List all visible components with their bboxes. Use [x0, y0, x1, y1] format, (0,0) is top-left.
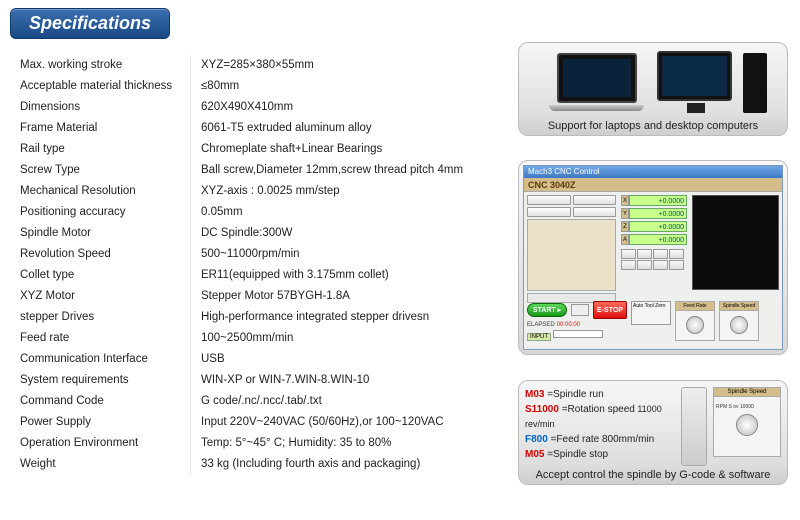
spec-row: Collet typeER11(equipped with 3.175mm co… — [20, 265, 495, 286]
jog-button[interactable] — [637, 249, 652, 259]
spec-label: Mechanical Resolution — [20, 181, 190, 202]
spec-value: ER11(equipped with 3.175mm collet) — [190, 265, 495, 286]
spec-value: DC Spindle:300W — [190, 223, 495, 244]
spec-label: Acceptable material thickness — [20, 76, 190, 97]
spec-value: ≤80mm — [190, 76, 495, 97]
spec-label: Power Supply — [20, 412, 190, 433]
elapsed-value: 00:00:00 — [557, 322, 580, 328]
spec-row: XYZ MotorStepper Motor 57BYGH-1.8A — [20, 286, 495, 307]
spec-label: stepper Drives — [20, 307, 190, 328]
spec-row: Positioning accuracy0.05mm — [20, 202, 495, 223]
spec-label: XYZ Motor — [20, 286, 190, 307]
feed-knob-icon[interactable] — [686, 316, 704, 334]
spindle-speed-panel-2: Spindle Speed RPM S ov 10000 — [713, 387, 781, 457]
spec-row: Operation EnvironmentTemp: 5°~45° C; Hum… — [20, 433, 495, 454]
spec-label: Weight — [20, 454, 190, 475]
spec-row: Rail typeChromeplate shaft+Linear Bearin… — [20, 139, 495, 160]
spec-label: Operation Environment — [20, 433, 190, 454]
spindle-icon — [681, 387, 707, 466]
dro-row: A+0.0000 — [621, 234, 687, 245]
spec-label: System requirements — [20, 370, 190, 391]
dro-row: Z+0.0000 — [621, 221, 687, 232]
dro-row: X+0.0000 — [621, 195, 687, 206]
model-banner: CNC 3040Z — [524, 178, 782, 192]
card-software: Mach3 CNC Control CNC 3040Z X+0.0000 Y+0.… — [518, 160, 788, 355]
spec-row: Frame Material6061-T5 extruded aluminum … — [20, 118, 495, 139]
spec-value: 33 kg (Including fourth axis and packagi… — [190, 454, 495, 475]
spec-label: Command Code — [20, 391, 190, 412]
jog-button[interactable] — [669, 249, 684, 259]
gcode-legend: M03 =Spindle runS11000 =Rotation speed 1… — [525, 387, 675, 466]
spec-row: Revolution Speed500~11000rpm/min — [20, 244, 495, 265]
laptop-icon — [549, 53, 644, 113]
gcode-canvas — [527, 219, 616, 291]
specifications-table: Max. working strokeXYZ=285×380×55mmAccep… — [20, 55, 495, 475]
spec-value: 620X490X410mm — [190, 97, 495, 118]
feed-rate-panel: Feed Rate — [675, 301, 715, 341]
card3-caption: Accept control the spindle by G-code & s… — [519, 465, 787, 484]
spec-label: Feed rate — [20, 328, 190, 349]
spec-value: XYZ-axis : 0.0025 mm/step — [190, 181, 495, 202]
card1-caption: Support for laptops and desktop computer… — [519, 116, 787, 135]
spindle-knob-icon[interactable] — [730, 316, 748, 334]
spec-label: Revolution Speed — [20, 244, 190, 265]
spindle-knob-icon-2[interactable] — [736, 414, 758, 436]
spec-value: WIN-XP or WIN-7.WIN-8.WIN-10 — [190, 370, 495, 391]
jog-button[interactable] — [637, 260, 652, 270]
dro-row: Y+0.0000 — [621, 208, 687, 219]
desktop-icon — [657, 51, 767, 116]
spec-label: Rail type — [20, 139, 190, 160]
spec-label: Frame Material — [20, 118, 190, 139]
spindle-speed-panel: Spindle Speed — [719, 301, 759, 341]
spec-value: Ball screw,Diameter 12mm,screw thread pi… — [190, 160, 495, 181]
spec-row: stepper DrivesHigh-performance integrate… — [20, 307, 495, 328]
spec-value: Chromeplate shaft+Linear Bearings — [190, 139, 495, 160]
spec-value: Temp: 5°~45° C; Humidity: 35 to 80% — [190, 433, 495, 454]
spec-row: Feed rate100~2500mm/min — [20, 328, 495, 349]
estop-button[interactable]: E-STOP — [593, 301, 627, 319]
spec-row: Acceptable material thickness≤80mm — [20, 76, 495, 97]
spec-value: High-performance integrated stepper driv… — [190, 307, 495, 328]
jog-button[interactable] — [621, 260, 636, 270]
spec-label: Max. working stroke — [20, 55, 190, 76]
jog-button[interactable] — [653, 260, 668, 270]
spec-value: 6061-T5 extruded aluminum alloy — [190, 118, 495, 139]
spec-row: Power SupplyInput 220V~240VAC (50/60Hz),… — [20, 412, 495, 433]
jog-button[interactable] — [653, 249, 668, 259]
start-button[interactable]: START ▸ — [527, 303, 567, 317]
spec-row: Weight33 kg (Including fourth axis and p… — [20, 454, 495, 475]
spec-value: 0.05mm — [190, 202, 495, 223]
jog-button[interactable] — [669, 260, 684, 270]
spec-label: Communication Interface — [20, 349, 190, 370]
software-window: Mach3 CNC Control CNC 3040Z X+0.0000 Y+0.… — [523, 165, 783, 350]
spec-row: Communication InterfaceUSB — [20, 349, 495, 370]
window-titlebar: Mach3 CNC Control — [524, 166, 782, 178]
spec-value: Input 220V~240VAC (50/60Hz),or 100~120VA… — [190, 412, 495, 433]
tool-preview — [692, 195, 779, 290]
spec-value: USB — [190, 349, 495, 370]
spec-label: Screw Type — [20, 160, 190, 181]
spec-label: Dimensions — [20, 97, 190, 118]
spec-row: System requirementsWIN-XP or WIN-7.WIN-8… — [20, 370, 495, 391]
card-computers: Support for laptops and desktop computer… — [518, 42, 788, 136]
jog-button[interactable] — [621, 249, 636, 259]
spec-label: Positioning accuracy — [20, 202, 190, 223]
spec-row: Dimensions620X490X410mm — [20, 97, 495, 118]
spec-value: 500~11000rpm/min — [190, 244, 495, 265]
spec-row: Screw TypeBall screw,Diameter 12mm,screw… — [20, 160, 495, 181]
spec-row: Max. working strokeXYZ=285×380×55mm — [20, 55, 495, 76]
spec-value: Stepper Motor 57BYGH-1.8A — [190, 286, 495, 307]
specifications-header: Specifications — [10, 8, 170, 39]
spec-row: Spindle MotorDC Spindle:300W — [20, 223, 495, 244]
spec-row: Command CodeG code/.nc/.ncc/.tab/.txt — [20, 391, 495, 412]
spec-value: XYZ=285×380×55mm — [190, 55, 495, 76]
spec-label: Collet type — [20, 265, 190, 286]
spec-row: Mechanical ResolutionXYZ-axis : 0.0025 m… — [20, 181, 495, 202]
input-label: INPUT — [527, 333, 551, 341]
elapsed-label: ELAPSED — [527, 322, 555, 328]
spec-label: Spindle Motor — [20, 223, 190, 244]
spec-value: 100~2500mm/min — [190, 328, 495, 349]
card-gcode: M03 =Spindle runS11000 =Rotation speed 1… — [518, 380, 788, 485]
spec-value: G code/.nc/.ncc/.tab/.txt — [190, 391, 495, 412]
